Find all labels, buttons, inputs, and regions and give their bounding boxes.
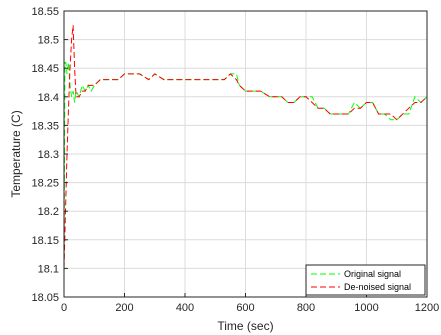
legend-entry-label: Original signal xyxy=(344,269,401,279)
x-axis-label: Time (sec) xyxy=(217,319,273,333)
y-tick-label: 18.2 xyxy=(38,206,59,218)
x-tick-label: 200 xyxy=(115,302,133,314)
x-tick-label: 400 xyxy=(176,302,194,314)
x-tick-label: 1200 xyxy=(415,302,439,314)
y-tick-label: 18.3 xyxy=(38,149,59,161)
series-line-de-noised-signal xyxy=(64,25,427,269)
y-tick-label: 18.05 xyxy=(31,292,59,304)
tick-labels: 0 200 400 600 800 1000 1200 18.05 18.1 18.15 18.2 1… xyxy=(31,6,439,314)
x-tick-label: 1000 xyxy=(354,302,378,314)
legend: Original signal De-noised signal xyxy=(305,264,426,296)
series-group xyxy=(64,25,427,280)
y-tick-label: 18.55 xyxy=(31,6,59,18)
legend-entry-label: De-noised signal xyxy=(344,282,411,292)
y-axis-label: Temperature (C) xyxy=(9,110,23,197)
axes xyxy=(63,10,428,298)
plot-frame xyxy=(63,10,428,298)
y-tick-label: 18.5 xyxy=(38,35,59,47)
y-tick-label: 18.25 xyxy=(31,178,59,190)
y-tick-label: 18.15 xyxy=(31,235,59,247)
x-tick-label: 600 xyxy=(236,302,254,314)
y-tick-label: 18.4 xyxy=(38,92,59,104)
y-tick-label: 18.35 xyxy=(31,120,59,132)
x-tick-label: 0 xyxy=(61,302,67,314)
y-tick-label: 18.1 xyxy=(38,263,59,275)
x-tick-label: 800 xyxy=(297,302,315,314)
legend-box xyxy=(305,264,426,296)
y-tick-label: 18.45 xyxy=(31,63,59,75)
